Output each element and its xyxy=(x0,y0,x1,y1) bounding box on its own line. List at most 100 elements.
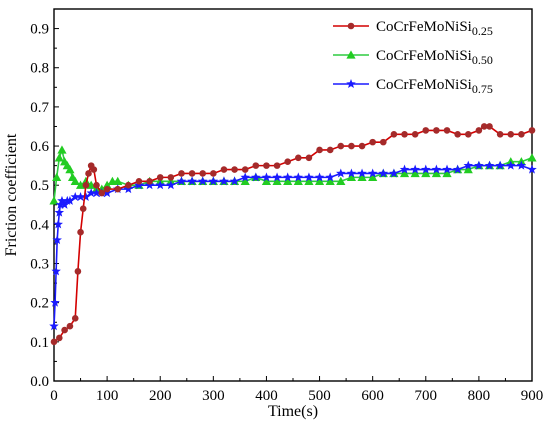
data-point xyxy=(528,127,536,134)
data-point xyxy=(252,162,260,169)
axis-ticks: 0 100 200 300 400 500 600 700 800 900 0.0 0.1 0.2 0.3… xyxy=(30,8,543,404)
data-point xyxy=(283,176,293,185)
data-point xyxy=(463,160,474,170)
data-point xyxy=(284,158,291,166)
data-point xyxy=(231,166,238,173)
data-point xyxy=(316,146,323,154)
data-point xyxy=(50,297,60,307)
data-point xyxy=(66,322,74,330)
data-point xyxy=(399,164,410,174)
data-point xyxy=(484,160,495,170)
data-point xyxy=(495,160,505,170)
data-point xyxy=(506,160,516,170)
data-point xyxy=(507,131,515,138)
series-line xyxy=(53,147,533,201)
plot-frame xyxy=(53,8,533,382)
data-point xyxy=(263,162,270,169)
data-point xyxy=(85,170,92,177)
series-0.25 xyxy=(50,123,536,346)
data-point xyxy=(57,195,67,205)
series-0.50 xyxy=(49,145,537,205)
series-line xyxy=(53,125,533,343)
data-point xyxy=(314,172,325,182)
data-point xyxy=(49,196,59,205)
data-point xyxy=(65,195,75,205)
series-line xyxy=(53,164,533,327)
data-point xyxy=(421,168,431,178)
data-point xyxy=(65,164,75,174)
data-point xyxy=(454,131,461,138)
data-point xyxy=(240,172,250,182)
x-tick-label: 400 xyxy=(255,388,278,404)
data-point xyxy=(188,170,196,177)
data-point xyxy=(156,174,164,181)
data-point xyxy=(325,172,335,182)
y-tick-label: 0.3 xyxy=(30,257,49,273)
data-point xyxy=(442,164,452,174)
data-point xyxy=(134,180,144,190)
data-point xyxy=(401,131,408,138)
data-point xyxy=(61,326,68,334)
data-point xyxy=(167,174,175,181)
data-point xyxy=(422,127,430,134)
x-tick-label: 700 xyxy=(415,388,438,404)
data-point xyxy=(367,168,378,178)
x-tick-label: 200 xyxy=(149,388,172,404)
legend-label: CoCrFeMoNiSi0.75 xyxy=(376,77,493,96)
data-point xyxy=(91,188,102,198)
data-point xyxy=(86,188,96,198)
data-point xyxy=(410,164,420,174)
data-point xyxy=(102,188,112,198)
data-point xyxy=(261,176,272,185)
data-point xyxy=(178,170,185,177)
data-point xyxy=(51,266,61,276)
data-point xyxy=(293,176,303,185)
data-point xyxy=(82,181,90,189)
data-point xyxy=(93,181,100,189)
data-point xyxy=(433,127,440,134)
data-point xyxy=(199,170,207,177)
x-tick-label: 100 xyxy=(96,388,119,404)
x-tick-label: 600 xyxy=(361,388,384,404)
data-point xyxy=(241,166,249,173)
data-point xyxy=(272,176,282,185)
y-tick-label: 0.8 xyxy=(30,61,49,77)
data-point xyxy=(113,176,123,185)
data-point xyxy=(70,176,80,185)
data-point xyxy=(527,164,537,174)
data-point xyxy=(86,180,96,189)
data-point xyxy=(52,235,62,245)
legend-marker xyxy=(347,22,355,30)
data-point xyxy=(337,142,345,150)
data-point xyxy=(114,185,122,193)
data-point xyxy=(56,334,63,342)
legend-label: CoCrFeMoNiSi0.50 xyxy=(376,48,493,67)
data-point xyxy=(305,154,313,162)
data-point xyxy=(282,172,293,182)
y-tick-label: 0.7 xyxy=(30,100,49,116)
data-point xyxy=(357,168,367,178)
data-point xyxy=(293,172,304,182)
data-point xyxy=(75,180,86,189)
legend-marker xyxy=(346,50,356,59)
data-point xyxy=(346,172,357,182)
data-point xyxy=(399,168,410,178)
data-point xyxy=(155,180,165,190)
data-point xyxy=(431,164,442,174)
x-tick-label: 800 xyxy=(468,388,491,404)
data-point xyxy=(527,153,537,162)
data-point xyxy=(240,176,250,185)
data-point xyxy=(71,315,79,322)
data-point xyxy=(75,191,86,201)
data-point xyxy=(144,180,155,190)
data-point xyxy=(411,131,419,138)
data-point xyxy=(251,172,261,182)
legend-label: CoCrFeMoNiSi0.25 xyxy=(376,19,493,38)
data-point xyxy=(452,164,463,174)
data-point xyxy=(54,153,64,162)
data-point xyxy=(390,131,398,138)
data-point xyxy=(325,176,335,185)
data-point xyxy=(90,166,98,173)
legend-label-base: CoCrFeMoNiSi xyxy=(376,48,472,64)
